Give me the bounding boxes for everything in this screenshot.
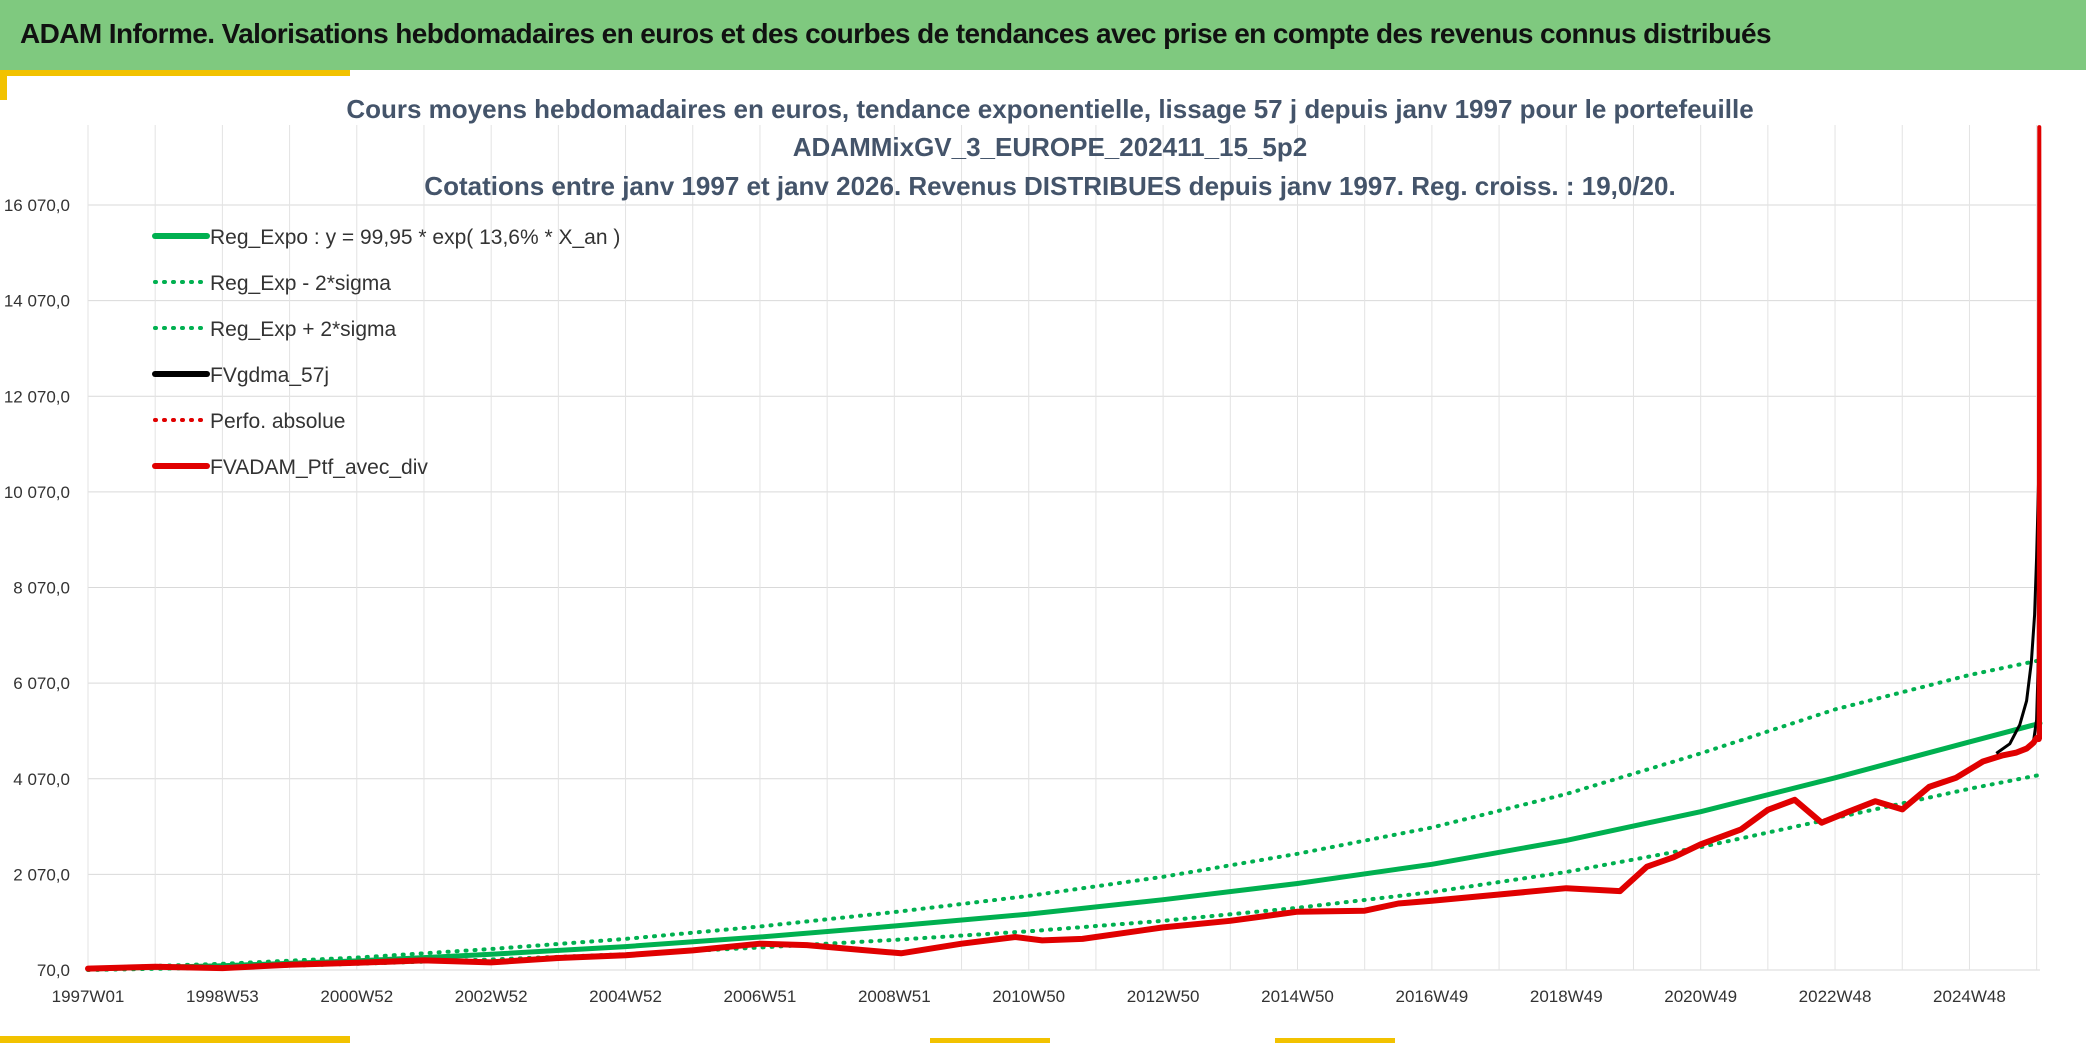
y-tick-label: 70,0 [37,961,70,980]
accent-bar-bottom-left [0,1036,350,1043]
series-end-fvadam-ptf-avec-div [2036,125,2042,740]
y-tick-label: 12 070,0 [4,387,70,406]
chart-title-line-3: Cotations entre janv 1997 et janv 2026. … [424,171,1675,201]
chart-series [85,125,2043,972]
series-line-reg-expo [85,720,2043,972]
series-line-fvadam-ptf-avec-div [85,735,2042,972]
series-line-fvgdma-57j [86,646,2041,971]
legend-label: Reg_Expo : y = 99,95 * exp( 13,6% * X_an… [210,226,620,249]
x-tick-label: 2014W50 [1261,987,1334,1006]
x-tick-label: 2000W52 [320,987,393,1006]
header-banner: ADAM Informe. Valorisations hebdomadaire… [0,0,2086,70]
legend-label: FVgdma_57j [210,364,329,387]
x-tick-label: 2006W51 [724,987,797,1006]
x-tick-label: 2020W49 [1664,987,1737,1006]
x-tick-label: 2012W50 [1127,987,1200,1006]
x-axis-ticks: 1997W01 1998W53 2000W52 2002W52 2004W52 2006W… [52,987,2006,1006]
legend-label: Perfo. absolue [210,410,345,433]
y-tick-label: 2 070,0 [13,865,70,884]
x-tick-label: 1997W01 [52,987,125,1006]
accent-bar-bottom-right [1275,1038,1395,1043]
y-axis-ticks: 70,0 2 070,0 4 070,0 6 070,0 8 070,0 10 070,0… [4,196,70,980]
chart-legend: Reg_Expo : y = 99,95 * exp( 13,6% * X_an… [152,226,620,479]
page-title: ADAM Informe. Valorisations hebdomadaire… [20,18,1772,49]
series-line-reg-exp-2-sigma [86,772,2042,972]
x-tick-label: 2018W49 [1530,987,1603,1006]
x-tick-label: 2004W52 [589,987,662,1006]
y-tick-label: 6 070,0 [13,674,70,693]
x-tick-label: 2008W51 [858,987,931,1006]
accent-bar-bottom-mid [930,1038,1050,1043]
x-tick-label: 2022W48 [1799,987,1872,1006]
chart-title-line-1: Cours moyens hebdomadaires en euros, ten… [346,94,1753,124]
accent-bar-left [0,70,7,100]
x-tick-label: 2016W49 [1395,987,1468,1006]
series-end-fvgdma-57j [1995,452,2041,755]
legend-label: FVADAM_Ptf_avec_div [210,456,428,479]
chart-title-line-2: ADAMMixGV_3_EUROPE_202411_15_5p2 [793,132,1308,162]
y-tick-label: 8 070,0 [13,579,70,598]
x-tick-label: 2002W52 [455,987,528,1006]
accent-bar-top-left [0,70,350,76]
x-tick-label: 1998W53 [186,987,259,1006]
y-tick-label: 14 070,0 [4,292,70,311]
legend-label: Reg_Exp + 2*sigma [210,318,397,341]
y-tick-label: 16 070,0 [4,196,70,215]
legend-label: Reg_Exp - 2*sigma [210,272,391,295]
x-tick-label: 2024W48 [1933,987,2006,1006]
y-tick-label: 10 070,0 [4,483,70,502]
series-line-reg-exp-2-sigma [86,658,2042,971]
x-tick-label: 2010W50 [992,987,1065,1006]
y-tick-label: 4 070,0 [13,770,70,789]
chart-grid [87,125,2040,971]
